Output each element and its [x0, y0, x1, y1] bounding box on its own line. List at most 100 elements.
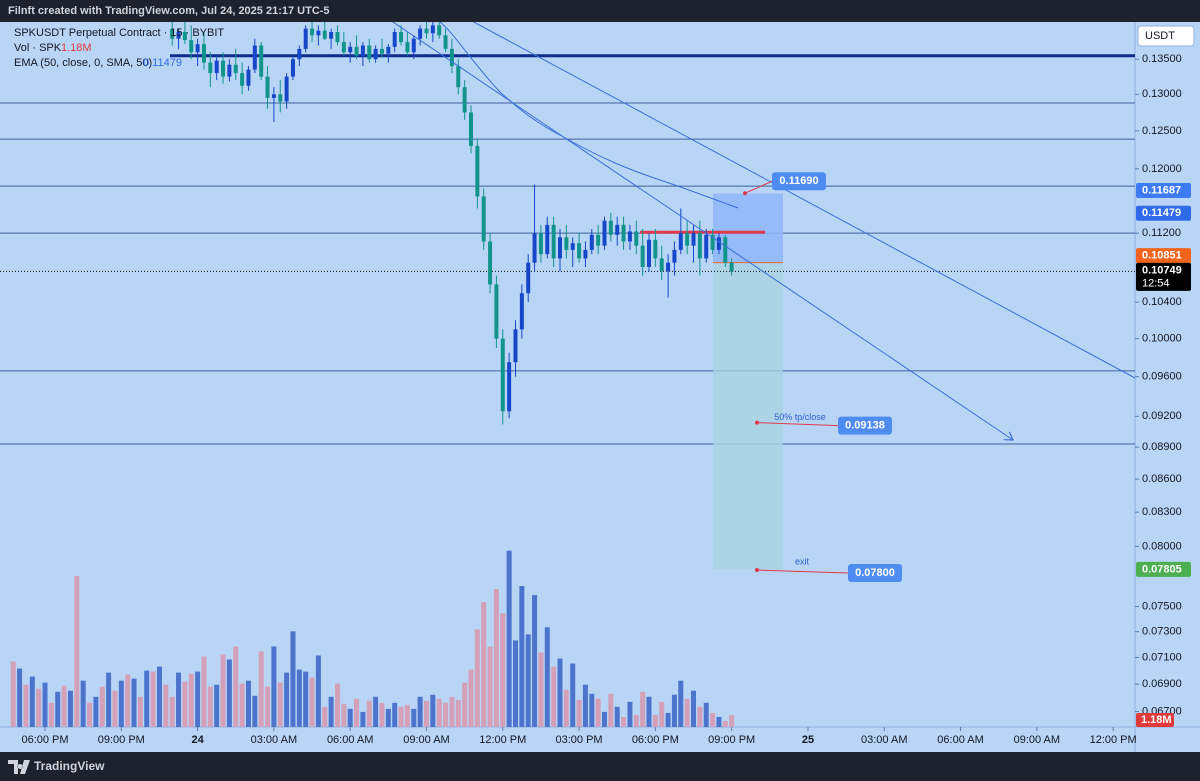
candle-body: [418, 28, 423, 39]
volume-bar: [245, 680, 251, 727]
note-label: 0.09138: [845, 420, 885, 432]
candle-body: [678, 233, 683, 250]
trend-arrow: [392, 22, 1013, 440]
candle-body: [233, 64, 238, 74]
candle-body: [170, 28, 175, 39]
volume-bar: [144, 670, 150, 727]
volume-bar: [23, 684, 29, 727]
candle-body: [182, 31, 187, 41]
volume-bar: [665, 712, 671, 727]
candle-body: [271, 94, 276, 98]
x-tick-label: 09:00 PM: [98, 734, 145, 746]
x-tick-label: 09:00 PM: [708, 734, 755, 746]
candle-body: [621, 224, 626, 242]
volume-bar: [195, 671, 201, 727]
volume-bar: [538, 652, 544, 727]
note-dot: [743, 191, 747, 196]
note-line: [756, 569, 849, 574]
volume-bar: [118, 680, 124, 727]
price-badge: [1136, 262, 1191, 291]
candle-body: [316, 30, 321, 36]
footer-text: TradingView: [34, 759, 105, 773]
x-tick-label: 03:00 AM: [251, 734, 297, 746]
candle-body: [411, 38, 416, 53]
volume-bar: [443, 702, 449, 727]
candle-body: [462, 87, 467, 113]
candle-body: [666, 262, 671, 272]
candle-body: [430, 25, 435, 34]
volume-bar: [303, 671, 309, 727]
candle-body: [513, 329, 518, 363]
volume-bar: [678, 680, 684, 727]
volume-bar: [544, 627, 550, 727]
volume-bar: [290, 631, 296, 727]
volume-bar: [449, 696, 455, 727]
volume-bar: [42, 682, 48, 727]
volume-bar: [354, 698, 360, 727]
volume-bar: [334, 683, 340, 727]
volume-bar: [602, 711, 608, 727]
volume-bar: [61, 685, 67, 727]
candle-body: [564, 237, 569, 250]
volume-bar: [156, 666, 162, 727]
note-label: 0.11690: [779, 175, 818, 187]
candle-body: [176, 31, 181, 39]
note-text: exit: [795, 556, 810, 566]
note-label: 0.07800: [855, 567, 895, 579]
volume-bar: [652, 714, 658, 727]
price-badge: [1136, 248, 1191, 264]
candle-body: [653, 239, 658, 259]
candle-body: [488, 241, 493, 285]
volume-bar: [131, 678, 137, 727]
volume-bar: [214, 684, 220, 727]
candle-body: [246, 69, 251, 86]
candle-body: [360, 45, 365, 56]
candle-body: [265, 76, 270, 98]
candle-body: [551, 224, 556, 259]
candle-body: [259, 45, 264, 77]
candle-body: [519, 293, 524, 330]
volume-bar: [360, 711, 366, 727]
y-tick-label: 0.06900: [1142, 678, 1182, 690]
candle-body: [195, 44, 200, 53]
volume-bar: [233, 646, 239, 727]
volume-bar: [322, 706, 328, 727]
y-tick-label: 0.08900: [1142, 441, 1182, 453]
candle-body: [583, 249, 588, 259]
y-tick-label: 0.10400: [1142, 296, 1182, 308]
candle-body: [252, 45, 257, 70]
volume-bar: [137, 696, 143, 727]
volume-bar: [398, 706, 404, 727]
candle-body: [710, 234, 715, 250]
y-tick-label: 0.10000: [1142, 333, 1182, 345]
candle-body: [545, 224, 550, 255]
note-text: 50% tp/close: [774, 412, 826, 422]
volume-bar: [646, 696, 652, 727]
x-tick-label: 09:00 AM: [403, 734, 449, 746]
volume-bar: [163, 684, 169, 727]
candle-body: [507, 362, 512, 412]
volume-bar: [315, 655, 321, 727]
volume-bar: [576, 699, 582, 727]
volume-bar: [385, 708, 391, 727]
volume-bar: [563, 689, 569, 727]
volume-bar: [589, 693, 595, 727]
candle-body: [500, 338, 505, 412]
candles: [170, 22, 734, 425]
candle-body: [659, 258, 664, 272]
volume-bar: [532, 595, 538, 727]
candle-body: [685, 233, 690, 246]
candle-body: [373, 48, 378, 60]
price-badge: [1136, 205, 1191, 221]
volume-bar: [309, 677, 315, 727]
volume-badge-label: 1.18M: [1141, 714, 1172, 726]
volume-bar: [481, 602, 487, 727]
volume-bar: [474, 629, 480, 727]
volume-bar: [201, 656, 207, 727]
price-badge: [1136, 182, 1191, 198]
volume-bar: [93, 696, 99, 727]
x-tick-label: 03:00 AM: [861, 734, 907, 746]
candle-body: [557, 237, 562, 259]
note-dot: [755, 420, 759, 425]
volume-bar: [207, 686, 213, 727]
